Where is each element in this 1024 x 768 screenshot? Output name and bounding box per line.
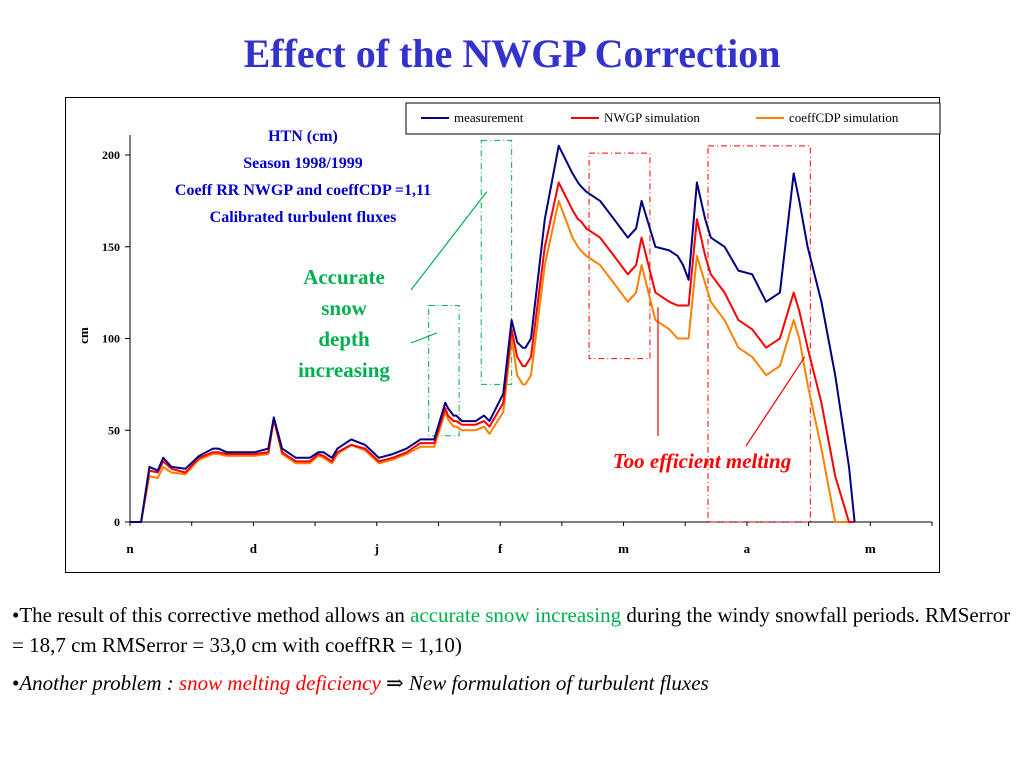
- highlight-boxes: [428, 139, 811, 523]
- x-tick-label: f: [498, 541, 503, 556]
- annotation-accurate-line: increasing: [298, 358, 390, 382]
- bullet-2-text-a: Another problem :: [19, 671, 179, 695]
- annotation-melting: Too efficient melting: [613, 449, 792, 473]
- bullet-2: •Another problem : snow melting deficien…: [12, 668, 1012, 698]
- bullet-2-dot: •: [12, 671, 20, 695]
- bullet-2-arrow: ⇒: [380, 671, 409, 695]
- y-tick-label: 100: [102, 332, 120, 346]
- y-tick-label: 200: [102, 148, 120, 162]
- highlight-box-red-1: [588, 152, 651, 360]
- legend-label: coeffCDP simulation: [789, 110, 899, 125]
- chart-info-line: Season 1998/1999: [243, 155, 363, 172]
- x-tick-label: j: [374, 541, 379, 556]
- chart-info-line: Coeff RR NWGP and coeffCDP =1,11: [175, 182, 431, 199]
- bullet-2-text-b: New formulation of turbulent fluxes: [408, 671, 709, 695]
- snow-depth-chart: 0 50 100 150 200 n d j f m a m cm HTN (cm) Season 199…: [76, 102, 941, 556]
- legend: measurement NWGP simulation coeffCDP simul…: [405, 102, 941, 135]
- annotation-accurate-line: Accurate: [303, 265, 385, 289]
- series-line-measurement: [130, 144, 856, 523]
- y-tick-label: 0: [114, 515, 120, 529]
- bullet-1-text-b: during the windy snowfall periods. RMSer…: [12, 603, 1011, 657]
- legend-label: measurement: [454, 110, 524, 125]
- highlight-box-red-2: [707, 145, 811, 523]
- bullet-list: •The result of this corrective method al…: [12, 600, 1012, 706]
- chart-info-line: HTN (cm): [268, 128, 338, 145]
- x-tick-label: m: [618, 541, 629, 556]
- annotations: HTN (cm) Season 1998/1999 Coeff RR NWGP an…: [175, 128, 806, 473]
- series-line-coeffcdp-simulation: [130, 199, 855, 523]
- series-line-nwgp-simulation: [130, 181, 855, 523]
- bullet-1-text-a: •The result of this corrective method al…: [12, 603, 411, 627]
- bullet-2-highlight: snow melting deficiency: [178, 671, 381, 695]
- bullet-1: •The result of this corrective method al…: [12, 600, 1012, 660]
- highlight-box-green-1: [428, 304, 460, 437]
- x-tick-label: a: [744, 541, 751, 556]
- annotation-arrow-green-2: [410, 332, 438, 344]
- series-lines: [130, 144, 856, 523]
- bullet-1-highlight: accurate snow increasing: [410, 603, 622, 627]
- x-tick-label: d: [250, 541, 258, 556]
- x-tick-label: n: [126, 541, 134, 556]
- annotation-arrow-red-2: [745, 356, 806, 447]
- y-axis-label: cm: [76, 327, 91, 344]
- y-tick-label: 150: [102, 240, 120, 254]
- highlight-box-green-2: [480, 139, 513, 385]
- chart-info-line: Calibrated turbulent fluxes: [210, 209, 397, 226]
- legend-label: NWGP simulation: [604, 110, 700, 125]
- legend-box: [405, 102, 941, 135]
- slide-title: Effect of the NWGP Correction: [243, 31, 781, 76]
- x-tick-label: m: [865, 541, 876, 556]
- y-tick-label: 50: [108, 423, 120, 437]
- chart-frame: 0 50 100 150 200 n d j f m a m cm HTN (cm) Season 199…: [65, 97, 941, 573]
- axes: 0 50 100 150 200 n d j f m a m cm: [76, 135, 933, 556]
- annotation-accurate-line: depth: [318, 327, 370, 351]
- annotation-arrow-green-1: [410, 191, 488, 291]
- annotation-accurate-line: snow: [321, 296, 367, 320]
